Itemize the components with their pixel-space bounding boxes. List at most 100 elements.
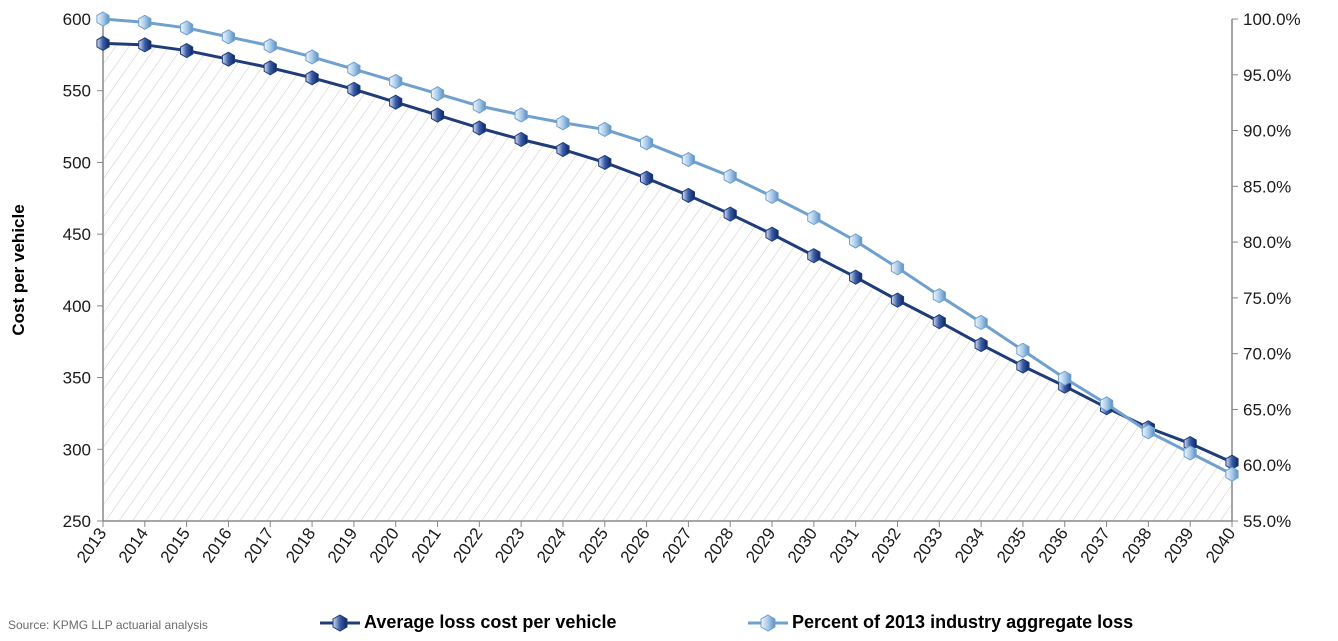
right-tick-label: 75.0%: [1243, 289, 1291, 308]
left-tick-label: 350: [63, 369, 91, 388]
left-tick-label: 600: [63, 10, 91, 29]
right-tick-label: 95.0%: [1243, 66, 1291, 85]
series-0-point: [640, 170, 654, 186]
x-tick-label: 2037: [1077, 524, 1114, 566]
series-0-point: [472, 120, 486, 136]
series-1-point: [1058, 370, 1072, 386]
series: [96, 11, 1239, 482]
x-tick-label: 2036: [1035, 524, 1072, 566]
legend-entry-percent-aggregate-loss: Percent of 2013 industry aggregate loss: [748, 612, 1133, 633]
series-0-point: [430, 107, 445, 123]
x-tick-label: 2017: [240, 524, 277, 566]
series-1-point: [890, 260, 905, 276]
right-tick-label: 80.0%: [1243, 233, 1291, 252]
legend-entry-average-loss-cost: Average loss cost per vehicle: [320, 612, 616, 633]
series-0-point: [305, 70, 319, 86]
right-tick-label: 100.0%: [1243, 10, 1301, 29]
series-1-point: [1099, 396, 1114, 412]
series-1-point: [681, 151, 695, 168]
left-tick-label: 300: [63, 440, 91, 459]
series-1-point: [723, 168, 737, 184]
hatch-area-fill: [103, 43, 1232, 521]
legend-marker-icon: [320, 613, 360, 632]
series-line-1: [102, 17, 1233, 476]
series-1-point: [472, 98, 486, 114]
x-tick-label: 2027: [658, 524, 695, 566]
right-tick-label: 85.0%: [1243, 177, 1291, 196]
x-tick-label: 2025: [575, 524, 612, 566]
left-tick-label: 550: [63, 82, 91, 101]
series-0-point: [347, 81, 361, 97]
series-1-point: [932, 288, 946, 304]
series-0-point: [681, 187, 695, 203]
x-tick-label: 2021: [408, 524, 445, 566]
series-1-point: [263, 38, 277, 54]
right-tick-label: 90.0%: [1243, 122, 1291, 141]
series-1-point: [347, 61, 361, 77]
series-0-point: [263, 60, 277, 76]
series-0-point: [932, 314, 946, 330]
series-1-point: [1225, 466, 1239, 482]
right-tick-label: 55.0%: [1243, 512, 1291, 531]
series-0-point: [974, 337, 988, 353]
series-1-point: [1016, 342, 1030, 358]
series-1-point: [430, 86, 445, 102]
series-1-point: [765, 188, 779, 204]
series-0-point: [389, 94, 403, 110]
x-tick-label: 2028: [700, 524, 737, 566]
x-tick-label: 2031: [826, 524, 863, 566]
series-0-point: [180, 42, 194, 59]
x-tick-label: 2024: [533, 524, 570, 566]
x-tick-label: 2019: [324, 524, 361, 566]
x-tick-label: 2018: [282, 524, 319, 566]
source-note: Source: KPMG LLP actuarial analysis: [8, 618, 208, 632]
series-0-point: [807, 248, 821, 264]
x-tick-label: 2023: [491, 524, 528, 566]
legend-label: Average loss cost per vehicle: [364, 612, 617, 632]
series-1-point: [305, 49, 319, 65]
x-tick-label: 2033: [909, 524, 946, 566]
series-0-point: [849, 269, 863, 285]
series-1-point: [849, 233, 863, 249]
series-0-point: [514, 131, 528, 148]
right-tick-label: 65.0%: [1243, 400, 1291, 419]
series-1-point: [221, 29, 236, 45]
series-1-point: [598, 121, 612, 138]
series-0-point: [723, 206, 737, 222]
x-tick-label: 2035: [993, 524, 1030, 566]
series-1-point: [974, 314, 988, 331]
x-tick-label: 2029: [742, 524, 779, 566]
series-0-point: [556, 141, 570, 158]
series-0-point: [765, 226, 779, 242]
x-tick-label: 2026: [617, 524, 654, 566]
x-tick-label: 2022: [449, 524, 486, 566]
series-line-0: [102, 41, 1233, 464]
series-1-point: [514, 107, 528, 123]
legend-marker-icon: [748, 613, 788, 632]
left-tick-label: 450: [63, 225, 91, 244]
series-1-point: [389, 73, 403, 90]
x-tick-label: 2038: [1118, 524, 1155, 566]
right-tick-label: 70.0%: [1243, 345, 1291, 364]
series-0-point: [1016, 358, 1030, 374]
series-1-point: [556, 115, 570, 131]
x-tick-label: 2014: [115, 524, 152, 566]
hatch-area: [103, 43, 1232, 521]
right-tick-label: 60.0%: [1243, 456, 1291, 475]
series-1-point: [1183, 445, 1197, 461]
series-0-point: [96, 35, 110, 51]
left-tick-label: 250: [63, 512, 91, 531]
x-tick-label: 2030: [784, 524, 821, 566]
x-tick-label: 2016: [198, 524, 235, 566]
series-0-point: [221, 51, 236, 67]
x-tick-label: 2034: [951, 524, 988, 566]
series-1-point: [1141, 424, 1155, 440]
series-1-point: [138, 14, 152, 30]
x-tick-label: 2040: [1202, 524, 1239, 566]
series-0-point: [598, 154, 612, 171]
left-tick-label: 500: [63, 153, 91, 172]
series-0-point: [138, 37, 152, 53]
legend-label: Percent of 2013 industry aggregate loss: [792, 612, 1134, 632]
x-tick-label: 2032: [867, 524, 904, 566]
